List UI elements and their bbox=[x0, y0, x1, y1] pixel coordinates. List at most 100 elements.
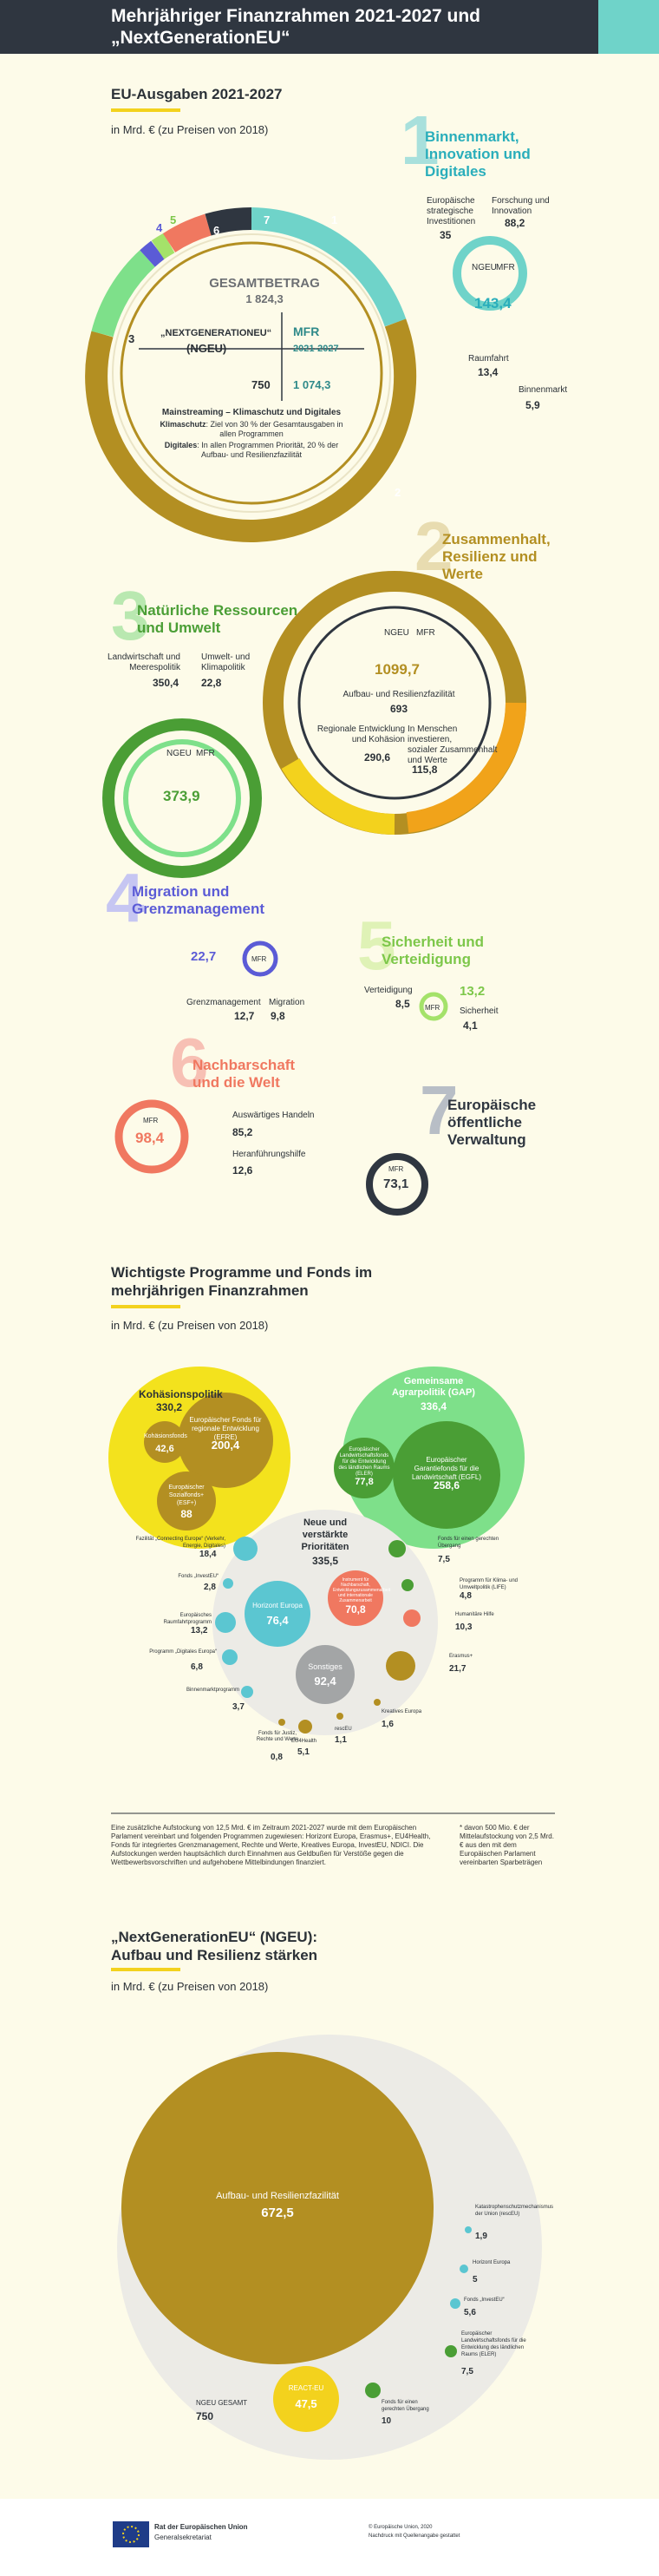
justice-value: 0,8 bbox=[271, 1753, 283, 1762]
life-bubble bbox=[401, 1579, 414, 1591]
new-priorities-bubble bbox=[212, 1510, 438, 1735]
cat2-people-l2: sozialer Zusammenhalt bbox=[408, 745, 498, 755]
footer-org-line1: Rat der Europäischen Union bbox=[154, 2523, 248, 2531]
esf-value: 88 bbox=[180, 1508, 192, 1520]
cat1-esi-l2: strategische bbox=[427, 206, 473, 216]
ndici-value: 70,8 bbox=[345, 1603, 366, 1616]
digital-label: Digitales bbox=[164, 441, 198, 449]
cat1-number: 1 bbox=[401, 102, 440, 179]
cat5-security-label: Sicherheit bbox=[460, 1006, 499, 1016]
eu4health-label: EU4Health bbox=[291, 1739, 317, 1744]
cat7-ring bbox=[366, 1153, 428, 1216]
cat7-title-line2: öffentliche bbox=[447, 1114, 522, 1131]
rrf-ngeu-value: 672,5 bbox=[261, 2206, 294, 2220]
mainstreaming-title: Mainstreaming – Klimaschutz und Digitale… bbox=[161, 408, 342, 417]
ndici-label: Instrument für Nachbarschaft, Entwicklun… bbox=[333, 1577, 391, 1603]
cat5-title: Sicherheit und Verteidigung bbox=[382, 934, 484, 968]
footer-copyright-line1: © Europäische Union, 2020 bbox=[369, 2525, 433, 2530]
seg-number-3: 3 bbox=[128, 332, 135, 345]
main-ring-seg3 bbox=[91, 250, 155, 338]
digital-value: 6,8 bbox=[191, 1662, 203, 1672]
cat1-research-l1: Forschung und bbox=[492, 196, 550, 206]
react-label: REACT-EU bbox=[288, 2384, 324, 2392]
cat6-title-line1: Nachbarschaft bbox=[192, 1057, 296, 1073]
cat3-agri-l2: Meerespolitik bbox=[129, 663, 180, 672]
erasmus-label: Erasmus+ bbox=[449, 1654, 473, 1659]
huma-label: Humanitäre Hilfe bbox=[455, 1612, 494, 1617]
single-bubble bbox=[241, 1686, 253, 1698]
esf-bubble bbox=[157, 1472, 216, 1531]
justice-bubble bbox=[278, 1719, 285, 1726]
space-value: 13,2 bbox=[191, 1626, 208, 1635]
cef-bubble bbox=[233, 1537, 258, 1561]
cat1-title-line2: Innovation und bbox=[425, 146, 531, 162]
cat4-title-line1: Migration und bbox=[132, 883, 230, 900]
section2-footnote-left: Eine zusätzliche Aufstockung von 12,5 Mr… bbox=[111, 1824, 431, 1866]
seg-number-4: 4 bbox=[156, 221, 163, 234]
section3-graphics bbox=[117, 2035, 542, 2460]
gesamtbetrag-label: GESAMTBETRAG bbox=[209, 276, 320, 291]
cat2-regional-value: 290,6 bbox=[364, 751, 391, 764]
investeu-bubble bbox=[223, 1578, 233, 1589]
cat3-agri-value: 350,4 bbox=[153, 677, 179, 689]
section3-title: „NextGenerationEU“ (NGEU): Aufbau und Re… bbox=[111, 1928, 317, 1964]
kf-value: 42,6 bbox=[155, 1444, 174, 1454]
mfr-label: MFR bbox=[293, 324, 320, 338]
main-ring-seg2 bbox=[85, 318, 417, 542]
cat3-env-l2: Klimapolitik bbox=[201, 663, 245, 672]
mfr-value: 1 074,3 bbox=[293, 378, 331, 391]
seg-number-6: 6 bbox=[213, 224, 220, 237]
cat2-ngeu: NGEU bbox=[384, 628, 409, 638]
huma-value: 10,3 bbox=[455, 1622, 473, 1632]
header-bar bbox=[0, 0, 659, 54]
eler-bubble bbox=[334, 1438, 395, 1498]
cat1-research-value: 88,2 bbox=[505, 217, 525, 229]
investeu-ngeu-label: Fonds „InvestEU“ bbox=[464, 2297, 505, 2303]
gap-value: 336,4 bbox=[420, 1400, 447, 1413]
cat3-title-line2: und Umwelt bbox=[137, 619, 221, 636]
cat2-ring-seg-yellow bbox=[281, 757, 395, 835]
cat6-preaccession-label: Heranführungshilfe bbox=[232, 1150, 306, 1159]
ngeu-label-line2: (NGEU) bbox=[186, 342, 227, 355]
inner-ring bbox=[120, 241, 383, 505]
cat7-number: 7 bbox=[420, 1072, 459, 1149]
cat6-external-label: Auswärtiges Handeln bbox=[232, 1111, 315, 1120]
cat1-research-l2: Innovation bbox=[492, 206, 532, 216]
klima-text: : Ziel von 30 % der Gesamtausgaben in al… bbox=[206, 420, 343, 438]
cat6-mfr: MFR bbox=[143, 1117, 159, 1124]
cat2-title-line3: Werte bbox=[442, 566, 483, 582]
cat2-people-value: 115,8 bbox=[412, 764, 438, 776]
cat5-ring bbox=[419, 992, 448, 1021]
gap-title: Gemeinsame Agrarpolitik (GAP) bbox=[364, 1376, 503, 1399]
other-label: Sonstiges bbox=[308, 1662, 343, 1671]
cat3-number: 3 bbox=[111, 577, 150, 654]
single-value: 3,7 bbox=[232, 1702, 245, 1712]
new-title-l1: Neue und bbox=[303, 1517, 348, 1528]
seg-number-7: 7 bbox=[264, 213, 271, 226]
gesamtbetrag-value: 1 824,3 bbox=[245, 292, 284, 305]
cat1-esi-label: Europäische strategische Investitionen bbox=[427, 196, 475, 227]
cat6-title: Nachbarschaft und die Welt bbox=[192, 1057, 295, 1091]
section1-graphics bbox=[85, 206, 527, 1216]
ngeu-label-line1: „NEXTGENERATIONEU“ bbox=[160, 328, 272, 338]
cat5-number: 5 bbox=[357, 907, 396, 984]
page-title-line2: „NextGenerationEU“ bbox=[111, 28, 290, 48]
cat2-title: Zusammenhalt, Resilienz und Werte bbox=[442, 531, 551, 583]
cat1-research-label: Forschung und Innovation bbox=[492, 196, 550, 217]
cat4-migration-label: Migration bbox=[269, 998, 305, 1007]
cat1-title-line1: Binnenmarkt, bbox=[425, 128, 519, 145]
mfr-years: 2021-2027 bbox=[293, 344, 339, 354]
cat2-rrf-value: 693 bbox=[389, 703, 408, 715]
single-label: Binnenmarktprogramm bbox=[186, 1688, 239, 1693]
cat1-market-value: 5,9 bbox=[525, 399, 540, 411]
life-label: Programm für Klima- und Umweltpolitik (L… bbox=[460, 1578, 519, 1590]
cat1-mfr: MFR bbox=[496, 263, 515, 272]
klima-label: Klimaschutz bbox=[160, 420, 206, 429]
cat6-title-line2: und die Welt bbox=[192, 1074, 280, 1091]
klima-line: Klimaschutz: Ziel von 30 % der Gesamtaus… bbox=[156, 420, 347, 439]
cat5-security-value: 4,1 bbox=[463, 1019, 478, 1032]
egfl-bubble bbox=[393, 1421, 500, 1529]
other-bubble bbox=[296, 1645, 355, 1704]
seg-number-2: 2 bbox=[395, 486, 401, 499]
